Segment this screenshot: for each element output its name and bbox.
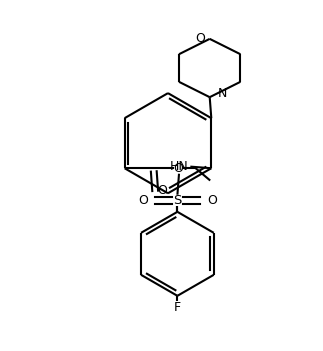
Text: O: O <box>173 162 183 175</box>
Text: O: O <box>157 184 167 197</box>
Text: O: O <box>195 32 205 45</box>
Text: O: O <box>207 194 217 207</box>
Text: F: F <box>174 300 181 314</box>
Text: HN: HN <box>170 160 188 173</box>
Text: S: S <box>173 194 182 207</box>
Text: O: O <box>138 194 148 207</box>
Text: N: N <box>218 87 227 100</box>
